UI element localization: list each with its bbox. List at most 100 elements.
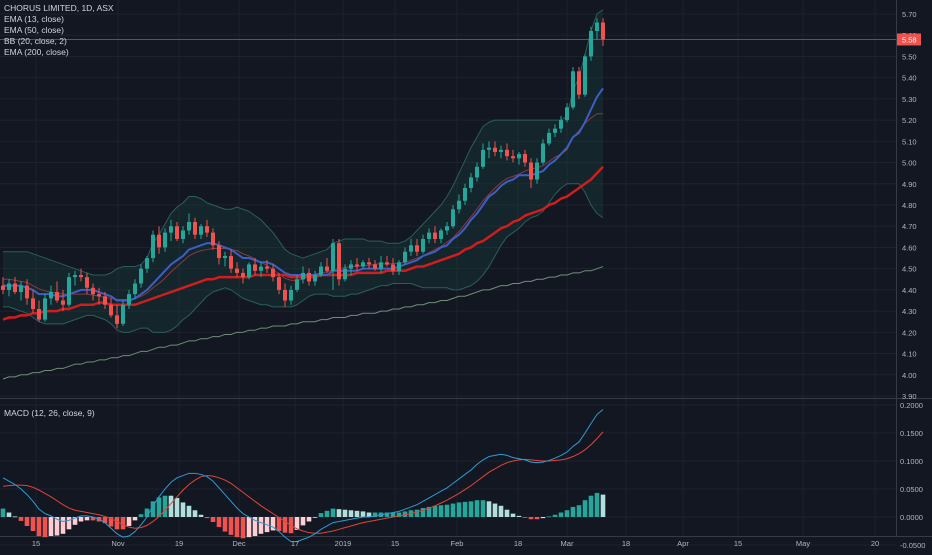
macd-histogram-bar bbox=[594, 492, 600, 517]
price-tick-label: 4.40 bbox=[902, 286, 917, 295]
candle bbox=[571, 67, 575, 110]
macd-histogram-bar bbox=[24, 517, 30, 526]
macd-histogram-bar bbox=[444, 504, 450, 517]
macd-histogram-bar bbox=[126, 517, 132, 526]
candle-body bbox=[439, 230, 443, 239]
candle bbox=[379, 255, 383, 273]
candle bbox=[229, 249, 233, 273]
candle bbox=[469, 173, 473, 193]
candle bbox=[25, 279, 29, 305]
candle bbox=[421, 234, 425, 254]
candle bbox=[391, 258, 395, 276]
candle-body bbox=[217, 245, 221, 259]
candle bbox=[49, 285, 53, 305]
ema200-legend[interactable]: EMA (200, close) bbox=[4, 47, 69, 57]
macd-histogram-bar bbox=[342, 509, 348, 517]
candle-body bbox=[385, 262, 389, 265]
macd-histogram-bar bbox=[600, 494, 606, 517]
macd-histogram-bar bbox=[468, 501, 474, 517]
macd-histogram-bar bbox=[84, 517, 90, 521]
time-tick-label: 15 bbox=[734, 539, 742, 548]
candle-body bbox=[499, 149, 503, 152]
macd-signal-line bbox=[2, 431, 604, 534]
candle-body bbox=[391, 264, 395, 271]
candle bbox=[211, 228, 215, 250]
candle bbox=[181, 226, 185, 244]
candle-body bbox=[535, 162, 539, 180]
candle-body bbox=[85, 277, 89, 288]
main-legend: CHORUS LIMITED, 1D, ASX EMA (13, close) … bbox=[4, 3, 114, 58]
candle bbox=[67, 272, 71, 307]
macd-legend[interactable]: MACD (12, 26, close, 9) bbox=[4, 408, 95, 418]
candle-body bbox=[397, 262, 401, 271]
macd-histogram-bar bbox=[480, 500, 486, 517]
candle-body bbox=[283, 289, 287, 301]
price-tick-label: 5.00 bbox=[902, 159, 917, 168]
candle-body bbox=[223, 255, 227, 259]
candle bbox=[193, 217, 197, 239]
candle bbox=[565, 103, 569, 123]
macd-histogram-bar bbox=[114, 517, 120, 530]
candle bbox=[187, 213, 191, 235]
price-tick-label: 5.30 bbox=[902, 95, 917, 104]
candle-body bbox=[169, 226, 173, 233]
candle-body bbox=[559, 120, 563, 129]
candle bbox=[313, 270, 317, 286]
candle-body bbox=[463, 188, 467, 201]
candle bbox=[595, 18, 599, 40]
macd-histogram-bar bbox=[222, 517, 228, 532]
candle-body bbox=[529, 162, 533, 180]
candle bbox=[589, 26, 593, 61]
candle bbox=[109, 298, 113, 318]
candle-body bbox=[157, 234, 161, 248]
candle-body bbox=[49, 292, 53, 299]
candle-body bbox=[229, 255, 233, 269]
candle bbox=[43, 294, 47, 322]
macd-histogram-bar bbox=[540, 517, 546, 519]
macd-histogram-bar bbox=[390, 512, 396, 517]
macd-histogram-bar bbox=[330, 508, 336, 517]
candle bbox=[373, 260, 377, 271]
candle bbox=[331, 238, 335, 290]
candle-body bbox=[565, 107, 569, 121]
macd-histogram-bar bbox=[18, 517, 24, 521]
candle bbox=[439, 228, 443, 244]
candle bbox=[559, 115, 563, 133]
candle-body bbox=[325, 266, 329, 271]
candle bbox=[127, 289, 131, 309]
candle-body bbox=[313, 275, 317, 282]
candle-body bbox=[103, 296, 107, 305]
candle bbox=[115, 304, 119, 329]
macd-histogram-bar bbox=[228, 517, 234, 535]
candle bbox=[151, 230, 155, 263]
ema13-legend[interactable]: EMA (13, close) bbox=[4, 14, 64, 24]
candle-body bbox=[31, 298, 35, 309]
candle bbox=[271, 264, 275, 282]
candle bbox=[577, 67, 581, 99]
ema50-legend[interactable]: EMA (50, close) bbox=[4, 25, 64, 35]
candle bbox=[403, 247, 407, 265]
macd-histogram-bar bbox=[402, 511, 408, 517]
time-tick-label: 2019 bbox=[335, 539, 352, 548]
bb-legend[interactable]: BB (20, close, 2) bbox=[4, 36, 67, 46]
symbol-title[interactable]: CHORUS LIMITED, 1D, ASX bbox=[4, 3, 114, 13]
candle bbox=[361, 260, 365, 269]
macd-tick-label: 0.0500 bbox=[900, 485, 923, 494]
candle-body bbox=[577, 71, 581, 95]
candle-body bbox=[361, 262, 365, 267]
macd-histogram-bar bbox=[498, 505, 504, 517]
candle bbox=[523, 149, 527, 167]
bb-lower-line bbox=[3, 183, 604, 333]
macd-histogram-bar bbox=[102, 517, 108, 524]
macd-histogram-bar bbox=[522, 517, 528, 518]
candle-body bbox=[199, 226, 203, 235]
candle bbox=[139, 264, 143, 288]
candle-body bbox=[301, 272, 305, 280]
macd-histogram-bar bbox=[66, 517, 72, 530]
time-tick-label: May bbox=[796, 539, 810, 548]
candle bbox=[259, 262, 263, 278]
macd-tick-label: 0.0000 bbox=[900, 513, 923, 522]
candle bbox=[493, 141, 497, 157]
